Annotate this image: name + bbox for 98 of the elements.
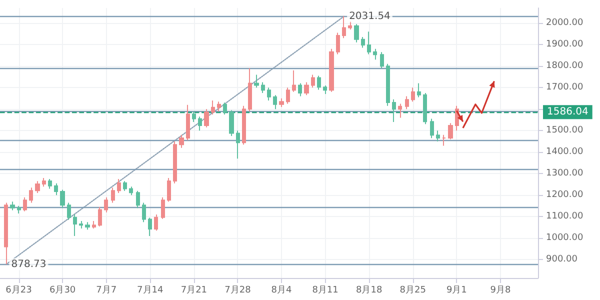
candlestick xyxy=(35,180,40,194)
candlestick xyxy=(173,140,177,184)
candlestick xyxy=(136,190,140,209)
candlestick xyxy=(242,105,246,146)
y-tick-label: 1800.00 xyxy=(546,61,584,72)
candlestick xyxy=(448,122,453,140)
candlestick xyxy=(123,180,127,192)
candlestick xyxy=(317,75,321,90)
candlestick xyxy=(430,118,434,139)
x-tick-label: 8月11 xyxy=(312,286,338,296)
candlestick xyxy=(248,68,252,112)
candlestick xyxy=(73,214,77,237)
candlestick xyxy=(148,217,152,237)
candlestick xyxy=(179,134,184,148)
candlestick xyxy=(436,130,440,142)
candlestick xyxy=(111,187,115,204)
candlestick xyxy=(104,196,108,213)
x-tick-label: 7月21 xyxy=(180,286,208,296)
annotation: 878.73 xyxy=(11,258,46,270)
candlestick xyxy=(211,100,215,115)
annotation: 2031.54 xyxy=(349,10,390,22)
y-tick-label: 1400.00 xyxy=(546,147,584,158)
candlestick xyxy=(204,108,209,128)
candlestick xyxy=(373,48,377,60)
candlestick xyxy=(60,189,65,209)
candlestick xyxy=(267,87,271,102)
candlestick xyxy=(361,36,365,48)
candlestick xyxy=(17,205,21,214)
candlestick xyxy=(129,186,133,196)
candlestick xyxy=(10,201,15,211)
candlestick xyxy=(198,116,202,132)
ref-line-label: 1586.04 xyxy=(547,106,588,118)
candlestick xyxy=(92,220,96,230)
y-tick-label: 1000.00 xyxy=(546,233,584,244)
candlestick xyxy=(354,24,359,43)
candlestick xyxy=(311,74,315,88)
candlestick xyxy=(48,178,52,190)
candlestick xyxy=(79,220,83,230)
candlestick xyxy=(98,206,102,227)
x-tick-label: 7月28 xyxy=(224,286,252,296)
x-tick-label: 7月14 xyxy=(137,286,164,296)
candlestick xyxy=(298,82,302,97)
candlestick xyxy=(67,202,71,220)
candlestick xyxy=(286,87,290,104)
y-tick-label: 1700.00 xyxy=(546,82,584,93)
x-tick-label: 6月23 xyxy=(6,286,32,296)
candlestick xyxy=(423,92,427,125)
y-tick-label: 1100.00 xyxy=(546,212,584,222)
candlestick xyxy=(117,178,121,194)
candlestick xyxy=(411,87,415,102)
candlestick xyxy=(254,74,259,88)
candlestick xyxy=(442,134,446,146)
candlestick xyxy=(386,63,390,106)
y-tick-label: 1300.00 xyxy=(546,168,584,179)
x-tick-label: 8月4 xyxy=(271,286,292,296)
candlestick xyxy=(229,110,234,137)
candlestick xyxy=(85,222,90,230)
candlestick xyxy=(380,52,384,69)
candlestick xyxy=(336,32,340,55)
candlestick xyxy=(398,103,402,118)
y-tick-label: 1900.00 xyxy=(546,40,584,50)
x-tick-label: 6月30 xyxy=(49,286,76,296)
candlestick xyxy=(167,177,171,202)
x-tick-label: 9月8 xyxy=(490,286,511,296)
y-tick-label: 2000.00 xyxy=(546,18,584,28)
candlestick xyxy=(223,102,227,115)
candlestick xyxy=(192,110,196,123)
candlestick xyxy=(217,101,221,112)
candlestick xyxy=(392,98,396,123)
candlestick xyxy=(279,98,284,108)
x-tick-label: 9月1 xyxy=(446,286,467,296)
y-tick-label: 900.00 xyxy=(546,254,578,265)
candlestick xyxy=(4,202,8,265)
x-tick-label: 8月25 xyxy=(400,286,426,296)
candlestick xyxy=(261,82,265,94)
candlestick xyxy=(142,202,146,223)
candlestick xyxy=(154,214,158,232)
candlestick xyxy=(273,94,277,110)
candlestick xyxy=(54,182,58,196)
candlestick xyxy=(186,104,190,141)
y-tick-label: 1200.00 xyxy=(546,190,584,200)
candlestick xyxy=(367,31,371,55)
candlestick xyxy=(29,187,33,204)
candlestick xyxy=(161,196,165,220)
candlestick xyxy=(23,196,27,212)
candlestick xyxy=(329,48,334,92)
candlestick xyxy=(405,96,409,110)
candlestick xyxy=(342,16,346,39)
x-tick-label: 7月7 xyxy=(96,286,117,296)
candlestick xyxy=(348,20,352,30)
candlestick xyxy=(417,82,421,98)
candlestick xyxy=(42,177,46,188)
x-tick-label: 8月18 xyxy=(356,286,382,296)
y-tick-label: 1500.00 xyxy=(546,126,584,136)
candlestick xyxy=(292,70,296,92)
candlestick xyxy=(323,84,327,95)
candlestick xyxy=(236,130,240,160)
candlestick xyxy=(304,82,309,96)
